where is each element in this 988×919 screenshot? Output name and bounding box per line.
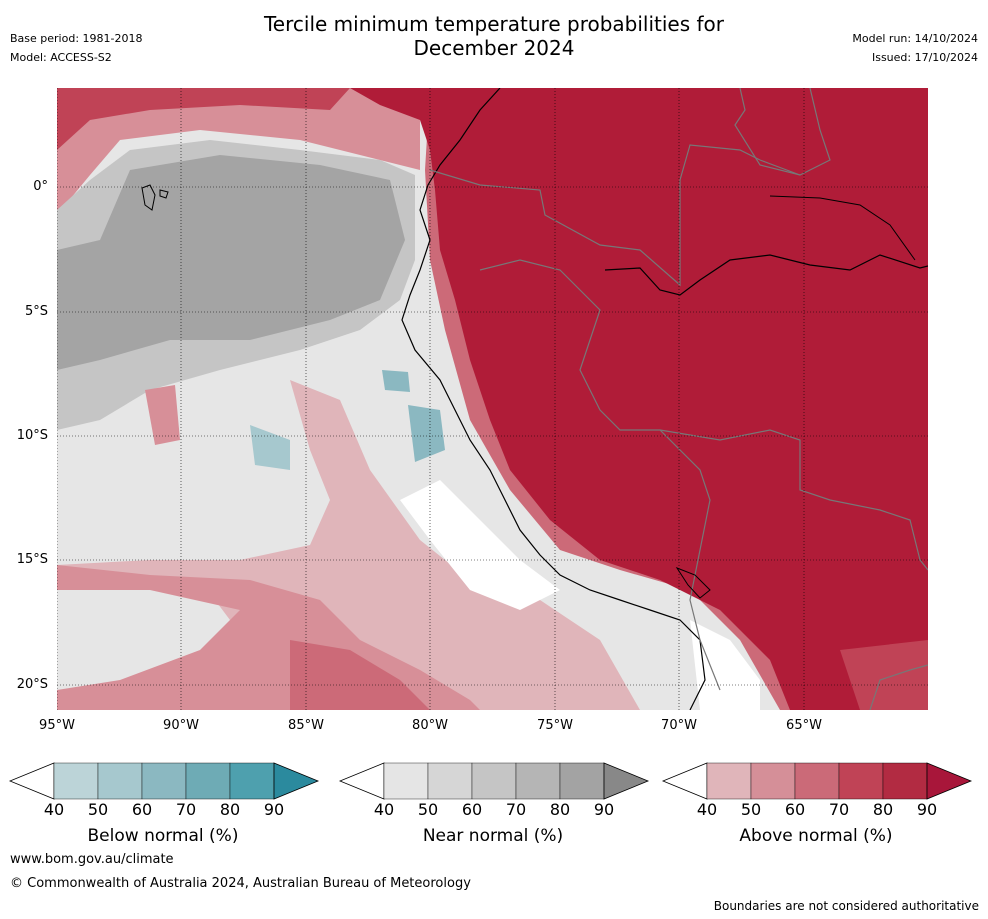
issued-text: Issued: 17/10/2024 — [871, 51, 978, 64]
model-text: Model: ACCESS-S2 — [10, 51, 112, 64]
colorbar-near-low-extend — [338, 762, 385, 800]
colorbar-near-tick: 80 — [549, 800, 571, 819]
region-above-band-dark — [290, 640, 430, 710]
region-near-dark — [57, 155, 405, 370]
colorbar-above-segment — [882, 762, 928, 800]
colorbar-near-tick: 50 — [417, 800, 439, 819]
colorbar-above-tick: 70 — [828, 800, 850, 819]
colorbar-below-segment — [53, 762, 99, 800]
colorbar-above-tick: 50 — [740, 800, 762, 819]
colorbar-near-tick: 70 — [505, 800, 527, 819]
lon-tick-75w: 75°W — [537, 718, 573, 733]
lon-tick-80w: 80°W — [412, 718, 448, 733]
colorbar-above-low-extend — [661, 762, 708, 800]
border-ecuador-colombia — [429, 144, 801, 287]
lon-tick-70w: 70°W — [661, 718, 697, 733]
lon-tick-65w: 65°W — [786, 718, 822, 733]
title-line-2: December 2024 — [413, 36, 575, 60]
colorbar-below-segment — [229, 762, 275, 800]
colorbar-above-tick: 40 — [696, 800, 718, 819]
border-peru-brazil-bolivia — [479, 259, 721, 691]
colorbar-above-tick: 90 — [916, 800, 938, 819]
region-above-band-light — [57, 380, 640, 710]
colorbar-near-tick: 40 — [373, 800, 395, 819]
region-above-80-southeast — [840, 640, 928, 710]
region-below-patch-3 — [382, 370, 410, 392]
colorbar-below-segment — [97, 762, 143, 800]
colorbar-near-label: Near normal (%) — [422, 826, 564, 846]
colorbar-below-high-extend — [273, 762, 320, 800]
border-colombia-venezuela — [734, 88, 831, 176]
region-no-signal-coast — [400, 480, 560, 610]
colorbar-above-segment — [706, 762, 752, 800]
region-above-90-land — [350, 88, 928, 710]
title-line-1: Tercile minimum temperature probabilitie… — [263, 12, 725, 36]
gridlines — [57, 88, 928, 710]
lon-tick-85w: 85°W — [288, 718, 324, 733]
region-above-top-strip — [57, 88, 350, 150]
colorbar-below-segment — [185, 762, 231, 800]
galapagos-island-small — [159, 189, 169, 199]
region-above-patch-west — [145, 385, 180, 445]
colorbar-below-low-extend — [8, 762, 55, 800]
border-bolivia-brazil — [659, 429, 928, 571]
colorbar-below-tick: 50 — [87, 800, 109, 819]
copyright-text: © Commonwealth of Australia 2024, Austra… — [10, 876, 471, 891]
colorbar-near-segment — [559, 762, 605, 800]
colorbar-above-segment — [750, 762, 796, 800]
model-run-text: Model run: 14/10/2024 — [852, 32, 978, 45]
colorbar-above-high-extend — [926, 762, 973, 800]
galapagos-islands — [141, 184, 156, 211]
page-title: Tercile minimum temperature probabilitie… — [0, 12, 988, 60]
lat-tick-15s: 15°S — [16, 552, 48, 567]
colorbar-above-tick: 60 — [784, 800, 806, 819]
lon-tick-95w: 95°W — [39, 718, 75, 733]
lat-tick-10s: 10°S — [16, 428, 48, 443]
colorbar-near-segment — [427, 762, 473, 800]
base-period-text: Base period: 1981-2018 — [10, 32, 143, 45]
colorbar-above-tick: 80 — [872, 800, 894, 819]
region-no-signal-south — [690, 620, 760, 710]
colorbar-below-tick: 90 — [263, 800, 285, 819]
colorbar-below-label: Below normal (%) — [87, 826, 239, 846]
region-below-patch-2 — [408, 405, 445, 462]
amazon-river — [604, 254, 928, 296]
lon-tick-90w: 90°W — [163, 718, 199, 733]
map-fill-layer — [57, 88, 928, 710]
colorbar-near-segment — [515, 762, 561, 800]
website-link[interactable]: www.bom.gov.au/climate — [10, 852, 174, 867]
colorbar-below-segment — [141, 762, 187, 800]
colorbar-near-tick: 90 — [593, 800, 615, 819]
colorbar-below-tick: 70 — [175, 800, 197, 819]
colorbar-below-tick: 80 — [219, 800, 241, 819]
colorbar-near-segment — [471, 762, 517, 800]
colorbar-above-segment — [838, 762, 884, 800]
colorbar-below-tick: 40 — [43, 800, 65, 819]
colorbar-below-tick: 60 — [131, 800, 153, 819]
lat-tick-0: 0° — [33, 179, 48, 194]
disclaimer-text: Boundaries are not considered authoritat… — [713, 899, 979, 913]
colorbar-near-segment — [383, 762, 429, 800]
colorbar-above-label: Above normal (%) — [739, 826, 893, 846]
colorbar-group — [8, 762, 973, 800]
region-above-top-left — [57, 88, 420, 215]
colorbar-above-segment — [794, 762, 840, 800]
border-bolivia-paraguay — [869, 664, 928, 710]
coastline — [401, 88, 706, 710]
colorbars-svg — [8, 762, 973, 800]
colorbar-near-high-extend — [603, 762, 650, 800]
lat-tick-5s: 5°S — [24, 304, 48, 319]
lake-titicaca — [675, 566, 711, 599]
lat-tick-20s: 20°S — [16, 677, 48, 692]
colorbar-near-tick: 60 — [461, 800, 483, 819]
negro-river — [769, 195, 916, 261]
